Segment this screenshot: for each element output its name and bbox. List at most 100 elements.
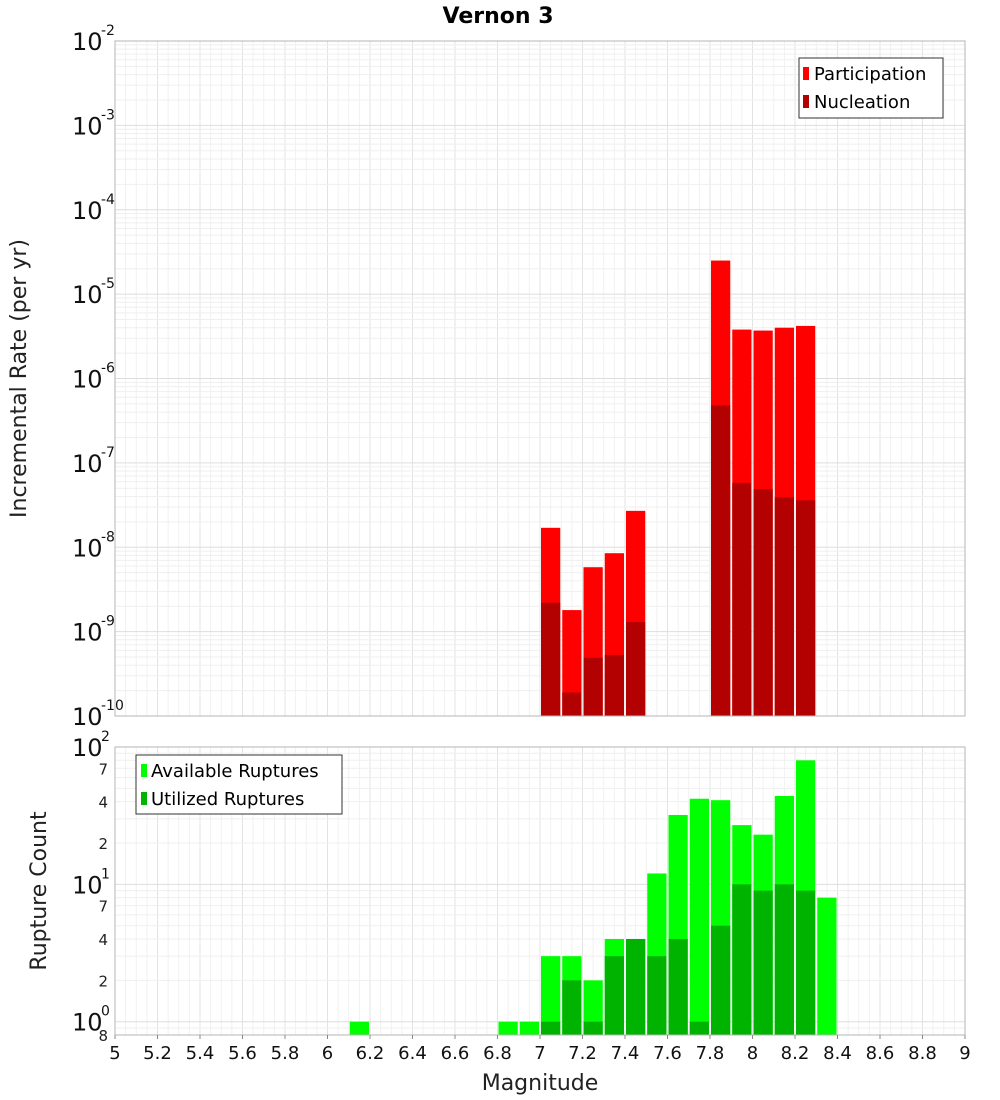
y-tick-label-exponent: 0: [101, 1004, 110, 1020]
utilized-ruptures-bar: [583, 1021, 603, 1035]
y-tick-label-exponent: -5: [101, 276, 115, 292]
x-tick-label: 6: [322, 1043, 333, 1064]
participation-nucleation-plot: 10-1010-910-810-710-610-510-410-310-2Inc…: [7, 23, 966, 731]
y-tick-label-exponent: 2: [101, 729, 110, 745]
y-minor-tick-label: 8: [98, 1027, 108, 1045]
y-tick-label-exponent: -7: [101, 445, 115, 461]
nucleation-bar: [796, 500, 816, 716]
x-tick-label: 5.8: [271, 1043, 300, 1064]
y-tick-label-base: 10: [72, 1009, 103, 1037]
nucleation-bar: [541, 602, 561, 716]
y-tick-label-exponent: 1: [101, 866, 110, 882]
nucleation-bar: [583, 657, 603, 716]
y-tick-label-exponent: -10: [101, 698, 124, 714]
y-tick-label-exponent: -3: [101, 107, 115, 123]
y-minor-tick-label: 7: [98, 760, 108, 778]
utilized-ruptures-bar: [562, 980, 582, 1035]
legend: Available Ruptures Utilized Ruptures: [135, 754, 343, 815]
utilized-ruptures-bar: [689, 1021, 709, 1035]
y-tick-label-exponent: -9: [101, 614, 115, 630]
legend-swatch: [803, 67, 809, 80]
y-tick-label-exponent: -4: [101, 192, 115, 208]
x-tick-label: 7.8: [696, 1043, 725, 1064]
y-tick-label-base: 10: [72, 871, 103, 899]
x-tick-label: 8.6: [866, 1043, 895, 1064]
y-tick-label-base: 10: [72, 197, 103, 225]
utilized-ruptures-bar: [732, 884, 752, 1035]
utilized-ruptures-bar: [711, 925, 731, 1035]
utilized-ruptures-bar: [774, 884, 794, 1035]
y-axis-title: Rupture Count: [27, 811, 52, 971]
x-tick-label: 7: [534, 1043, 545, 1064]
x-tick-label: 5.4: [186, 1043, 215, 1064]
utilized-ruptures-bar: [626, 939, 646, 1035]
available-ruptures-bar: [498, 1021, 518, 1035]
x-tick-label: 7.2: [568, 1043, 597, 1064]
nucleation-bar: [626, 622, 646, 716]
x-tick-label: 8.8: [908, 1043, 937, 1064]
x-tick-label: 5: [109, 1043, 120, 1064]
x-tick-label: 5.2: [143, 1043, 172, 1064]
legend-label: Utilized Ruptures: [151, 789, 304, 810]
available-ruptures-bar: [541, 956, 561, 1035]
y-axis-title: Incremental Rate (per yr): [7, 239, 32, 518]
x-tick-label: 6.8: [483, 1043, 512, 1064]
x-tick-label: 6.2: [356, 1043, 385, 1064]
y-tick-label-base: 10: [72, 281, 103, 309]
y-minor-tick-label: 4: [98, 931, 108, 949]
participation-bar: [562, 610, 582, 716]
nucleation-bar: [753, 489, 773, 716]
x-tick-label: 8.2: [781, 1043, 810, 1064]
legend-label: Participation: [814, 64, 926, 85]
y-minor-tick-label: 2: [98, 835, 108, 853]
nucleation-bar: [604, 654, 624, 716]
y-tick-label-base: 10: [72, 450, 103, 478]
y-tick-label-base: 10: [72, 734, 103, 762]
legend-swatch: [803, 95, 809, 108]
plot-border: [114, 40, 966, 717]
utilized-ruptures-bar: [604, 956, 624, 1035]
nucleation-bar: [711, 405, 731, 716]
y-tick-label-base: 10: [72, 703, 103, 731]
y-tick-label-base: 10: [72, 366, 103, 394]
x-tick-label: 8: [747, 1043, 758, 1064]
utilized-ruptures-bar: [753, 890, 773, 1035]
utilized-ruptures-bar: [647, 956, 667, 1035]
available-ruptures-bar: [689, 798, 709, 1035]
available-ruptures-bar: [583, 980, 603, 1035]
legend-label: Nucleation: [814, 92, 910, 113]
legend-label: Available Ruptures: [151, 761, 319, 782]
legend-swatch: [141, 792, 147, 805]
y-tick-label-base: 10: [72, 534, 103, 562]
y-minor-tick-label: 7: [98, 898, 108, 916]
nucleation-bar: [774, 497, 794, 716]
legend: Participation Nucleation: [798, 57, 944, 119]
legend-box: [135, 754, 343, 815]
legend-swatch: [141, 764, 147, 777]
chart-title: Vernon 3: [443, 4, 554, 29]
x-tick-label: 9: [959, 1043, 970, 1064]
x-tick-label: 8.4: [823, 1043, 852, 1064]
x-tick-label: 5.6: [228, 1043, 257, 1064]
y-tick-label-base: 10: [72, 619, 103, 647]
x-axis-title: Magnitude: [482, 1071, 599, 1096]
utilized-ruptures-bar: [668, 939, 688, 1035]
x-tick-label: 6.6: [441, 1043, 470, 1064]
y-minor-tick-label: 4: [98, 794, 108, 812]
available-ruptures-bar: [817, 897, 837, 1035]
available-ruptures-bar: [349, 1021, 369, 1035]
y-tick-label-base: 10: [72, 112, 103, 140]
x-tick-label: 7.6: [653, 1043, 682, 1064]
x-tick-label: 7.4: [611, 1043, 640, 1064]
available-ruptures-bar: [519, 1021, 539, 1035]
utilized-ruptures-bar: [541, 1021, 561, 1035]
legend-box: [798, 57, 944, 119]
y-minor-tick-label: 2: [98, 972, 108, 990]
y-tick-label-exponent: -2: [101, 23, 115, 39]
x-tick-label: 6.4: [398, 1043, 427, 1064]
y-tick-label-exponent: -8: [101, 529, 115, 545]
y-tick-label-base: 10: [72, 28, 103, 56]
y-tick-label-exponent: -6: [101, 361, 115, 377]
